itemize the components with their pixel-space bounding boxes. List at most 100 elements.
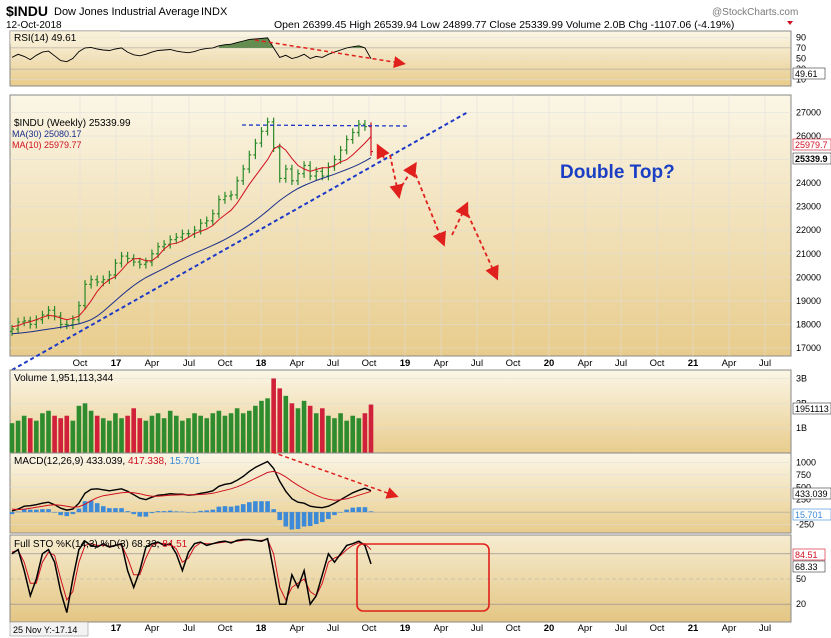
price-tick-label: 23000	[796, 202, 821, 212]
volume-bar	[362, 413, 368, 453]
macd-histogram-bar	[295, 512, 301, 530]
macd-panel: -250 250 500 750 1000 MACD(12,26,9) 433.039,…	[9, 451, 831, 534]
sto-tick-label: 20	[796, 599, 806, 609]
price-bar	[289, 164, 294, 186]
volume-bar	[70, 420, 76, 453]
x-tick-label: Jul	[327, 358, 339, 369]
volume-bar	[9, 423, 15, 453]
price-tick-label: 24000	[796, 178, 821, 188]
macd-histogram-bar	[88, 500, 94, 513]
x-tick-label: Apr	[145, 358, 160, 369]
macd-histogram-bar	[326, 512, 331, 520]
price-bar	[216, 195, 221, 218]
macd-histogram-bar	[100, 506, 106, 513]
macd-tick-label: 500	[796, 482, 811, 492]
macd-histogram-bar	[277, 512, 283, 521]
volume-bar	[265, 398, 270, 453]
price-bar	[89, 275, 94, 289]
price-bar	[83, 280, 88, 310]
macd-title-signal: 417.338,	[128, 456, 167, 467]
macd-histogram-bar	[228, 506, 234, 513]
volume-bar	[155, 413, 161, 453]
price-tick-label: 22000	[796, 225, 821, 235]
volume-bar	[283, 395, 289, 453]
macd-tag: 433.039	[795, 489, 828, 499]
rsi-tick-label: 90	[796, 32, 806, 42]
x-tick-label-bottom: 19	[400, 623, 411, 634]
price-tick-label: 27000	[796, 107, 821, 117]
macd-histogram-bar	[350, 507, 356, 513]
volume-bar	[173, 415, 179, 453]
volume-bar	[131, 408, 136, 453]
volume-bar	[259, 400, 264, 453]
macd-histogram-bar	[58, 512, 63, 516]
price-bar	[277, 143, 282, 183]
rsi-last-value: 49.61	[795, 69, 818, 79]
volume-bar	[271, 378, 276, 453]
macd-histogram-bar	[167, 510, 173, 513]
rsi-tick-label: 50	[796, 54, 806, 64]
stochastic-panel: 205080 Full STO %K(14,3) %D(3) 68.33, 84…	[9, 534, 826, 637]
x-tick-label-bottom: 18	[256, 623, 267, 634]
price-bar	[46, 306, 51, 320]
macd-histogram-bar	[125, 511, 130, 513]
price-bar	[344, 135, 349, 155]
volume-bar	[119, 418, 124, 453]
x-tick-label: Oct	[73, 358, 88, 369]
price-tick-label: 19000	[796, 296, 821, 306]
volume-bar	[198, 415, 203, 453]
price-bar	[235, 176, 240, 200]
macd-histogram-bar	[198, 510, 203, 513]
price-bar	[241, 164, 246, 186]
sto-title: Full STO %K(14,3) %D(3) 68.33, 84.51	[14, 539, 188, 550]
projection-arrow	[389, 154, 404, 200]
macd-histogram-bar	[301, 512, 307, 527]
volume-bar	[143, 420, 149, 453]
down-arrow-icon	[787, 21, 793, 25]
macd-histogram-bar	[52, 512, 57, 513]
price-bar	[28, 316, 33, 329]
volume-bar	[210, 413, 216, 453]
x-tick-label: 20	[544, 358, 555, 369]
macd-histogram-bar	[107, 508, 112, 513]
macd-histogram-bar	[338, 512, 343, 513]
volume-bar	[76, 405, 82, 453]
x-tick-label: 18	[256, 358, 267, 369]
macd-histogram-bar	[271, 509, 276, 513]
header-ohlc: Open 26399.45 High 26539.94 Low 24899.77…	[274, 19, 734, 31]
x-tick-label: Apr	[578, 358, 593, 369]
price-title: $INDU (Weekly) 25339.99	[14, 118, 131, 129]
x-tick-label: Apr	[290, 358, 305, 369]
macd-histogram-bar	[307, 512, 313, 527]
price-bar	[22, 316, 27, 327]
x-tick-label-bottom: Oct	[650, 623, 665, 634]
x-tick-label-bottom: Apr	[578, 623, 593, 634]
volume-bar	[247, 410, 252, 453]
price-bar	[265, 117, 270, 136]
macd-histogram-bar	[70, 512, 76, 515]
price-bar	[338, 145, 343, 164]
x-tick-label: 17	[111, 358, 122, 369]
volume-bar	[295, 408, 301, 453]
price-bar	[174, 233, 179, 244]
macd-histogram-bar	[265, 501, 270, 513]
macd-histogram-bar	[119, 508, 124, 513]
watermark: @StockCharts.com	[712, 7, 798, 18]
macd-histogram-bar	[76, 508, 82, 513]
macd-histogram-bar	[64, 512, 70, 517]
x-tick-label-bottom: 21	[688, 623, 699, 634]
macd-histogram-bar	[368, 511, 374, 513]
volume-bar	[368, 404, 374, 453]
price-bar	[210, 209, 215, 226]
price-bar	[350, 128, 355, 144]
volume-bar	[21, 415, 27, 453]
x-tick-label: Oct	[650, 358, 665, 369]
macd-histogram-bar	[240, 504, 246, 513]
volume-bar	[186, 418, 191, 453]
price-panel: 17000 18000 19000 20000 21000 22000 23000 24000…	[9, 94, 831, 371]
macd-histogram-bar	[9, 512, 15, 515]
x-tick-label-bottom: Jul	[759, 623, 771, 634]
volume-bar	[307, 405, 313, 453]
price-bar	[369, 122, 373, 156]
macd-tick-label: 1000	[796, 457, 816, 467]
